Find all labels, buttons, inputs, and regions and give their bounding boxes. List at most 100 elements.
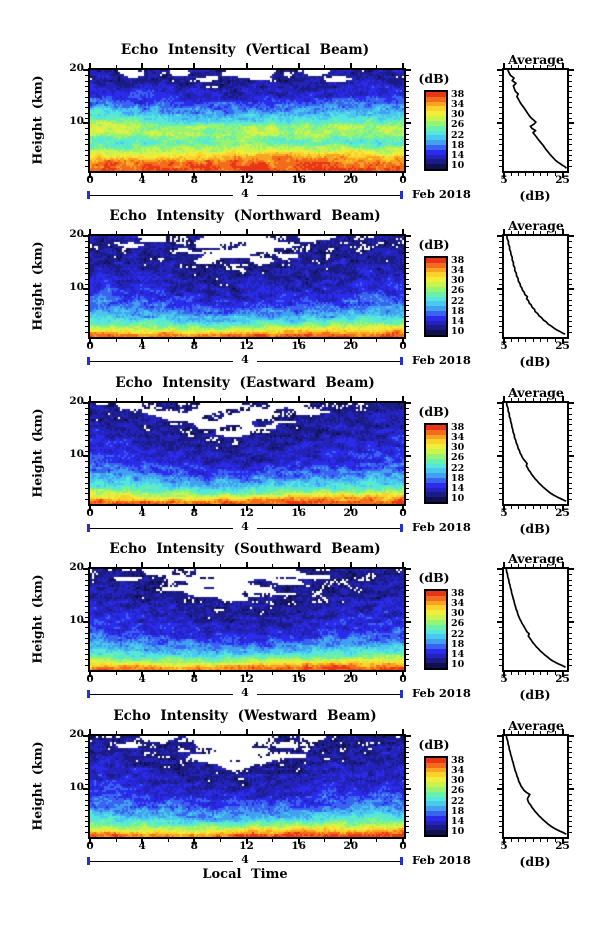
axis-tick bbox=[569, 741, 572, 743]
axis-tick bbox=[85, 659, 88, 661]
axis-tick bbox=[85, 741, 88, 743]
axis-tick bbox=[499, 294, 502, 296]
axis-tick bbox=[85, 654, 88, 656]
axis-tick bbox=[540, 398, 542, 401]
axis-tick bbox=[85, 246, 88, 248]
x-tick-label: 0 bbox=[399, 507, 407, 519]
axis-tick bbox=[547, 506, 549, 509]
colorbar-tick-label: 10 bbox=[451, 492, 465, 504]
axis-tick bbox=[406, 606, 409, 608]
axis-tick bbox=[167, 506, 169, 509]
colorbar-tick-label: 22 bbox=[451, 628, 465, 640]
average-box bbox=[502, 234, 569, 339]
axis-tick bbox=[499, 450, 502, 452]
axis-tick bbox=[510, 339, 512, 342]
axis-tick bbox=[83, 69, 88, 71]
axis-tick bbox=[532, 731, 534, 734]
axis-tick bbox=[569, 805, 572, 807]
axis-tick bbox=[406, 440, 409, 442]
axis-tick bbox=[406, 493, 409, 495]
colorbar-tick-label: 30 bbox=[451, 275, 465, 287]
axis-tick bbox=[569, 251, 572, 253]
axis-tick bbox=[499, 466, 502, 468]
colorbar-tick-label: 14 bbox=[451, 815, 465, 827]
axis-tick bbox=[85, 408, 88, 410]
axis-tick bbox=[499, 579, 502, 581]
axis-tick bbox=[85, 117, 88, 119]
axis-tick bbox=[499, 648, 502, 650]
axis-tick bbox=[406, 632, 409, 634]
axis-tick bbox=[406, 794, 409, 796]
axis-tick bbox=[518, 398, 520, 401]
axis-tick bbox=[499, 815, 502, 817]
axis-tick bbox=[569, 80, 572, 82]
axis-tick bbox=[518, 173, 520, 176]
x-tick-label: 16 bbox=[291, 174, 306, 186]
colorbar-band bbox=[426, 767, 446, 773]
y-tick-label: 20 bbox=[69, 62, 84, 74]
x-tick-label: 0 bbox=[86, 507, 94, 519]
axis-tick bbox=[324, 564, 326, 567]
date-axis-line bbox=[257, 694, 403, 695]
colorbar-band bbox=[426, 634, 446, 640]
colorbar-band bbox=[426, 144, 446, 150]
axis-tick bbox=[569, 413, 572, 415]
x-tick-label: 8 bbox=[190, 174, 198, 186]
axis-tick bbox=[569, 810, 572, 812]
axis-tick bbox=[499, 783, 502, 785]
heatmap-canvas bbox=[90, 736, 404, 837]
average-x-tick-label: 5 bbox=[500, 340, 508, 352]
axis-tick bbox=[569, 600, 572, 602]
axis-tick bbox=[85, 278, 88, 280]
y-axis-label: Height (km) bbox=[29, 408, 45, 498]
axis-tick bbox=[518, 564, 520, 567]
axis-tick bbox=[272, 564, 274, 567]
axis-tick bbox=[376, 398, 378, 401]
colorbar-band bbox=[426, 624, 446, 630]
axis-tick bbox=[406, 149, 409, 151]
axis-tick bbox=[272, 231, 274, 234]
axis-tick bbox=[167, 731, 169, 734]
axis-tick bbox=[406, 112, 409, 114]
axis-tick bbox=[503, 839, 505, 844]
colorbar-band bbox=[426, 458, 446, 464]
axis-tick bbox=[540, 564, 542, 567]
axis-tick bbox=[297, 672, 300, 677]
axis-tick bbox=[376, 506, 378, 509]
axis-tick bbox=[297, 229, 300, 234]
axis-tick bbox=[499, 80, 502, 82]
colorbar-band bbox=[426, 777, 446, 783]
axis-tick bbox=[324, 65, 326, 68]
axis-tick bbox=[561, 173, 564, 178]
axis-tick bbox=[85, 262, 88, 264]
axis-tick bbox=[503, 672, 505, 677]
axis-tick bbox=[569, 139, 572, 141]
axis-tick bbox=[503, 396, 505, 401]
axis-tick bbox=[532, 672, 534, 675]
colorbar-band bbox=[426, 643, 446, 649]
colorbar-tick-label: 30 bbox=[451, 775, 465, 787]
axis-tick bbox=[402, 506, 404, 511]
axis-tick bbox=[376, 731, 378, 734]
axis-tick bbox=[406, 122, 411, 125]
x-tick-label: 16 bbox=[291, 340, 306, 352]
average-x-axis-label: (dB) bbox=[519, 354, 551, 369]
colorbar-band bbox=[426, 600, 446, 606]
axis-tick bbox=[499, 408, 502, 410]
axis-tick bbox=[272, 398, 274, 401]
axis-tick bbox=[167, 65, 169, 68]
axis-tick bbox=[402, 339, 404, 344]
axis-tick bbox=[406, 579, 409, 581]
colorbar-band bbox=[426, 267, 446, 273]
date-axis-line bbox=[257, 528, 403, 529]
axis-tick bbox=[518, 731, 520, 734]
axis-tick bbox=[83, 621, 88, 624]
axis-tick bbox=[499, 799, 502, 801]
average-x-axis-label: (dB) bbox=[519, 521, 551, 536]
axis-tick bbox=[193, 839, 196, 844]
axis-tick bbox=[402, 839, 404, 844]
axis-tick bbox=[193, 729, 196, 734]
axis-tick bbox=[499, 429, 502, 431]
axis-tick bbox=[518, 506, 520, 509]
y-tick-label: 10 bbox=[69, 781, 84, 793]
